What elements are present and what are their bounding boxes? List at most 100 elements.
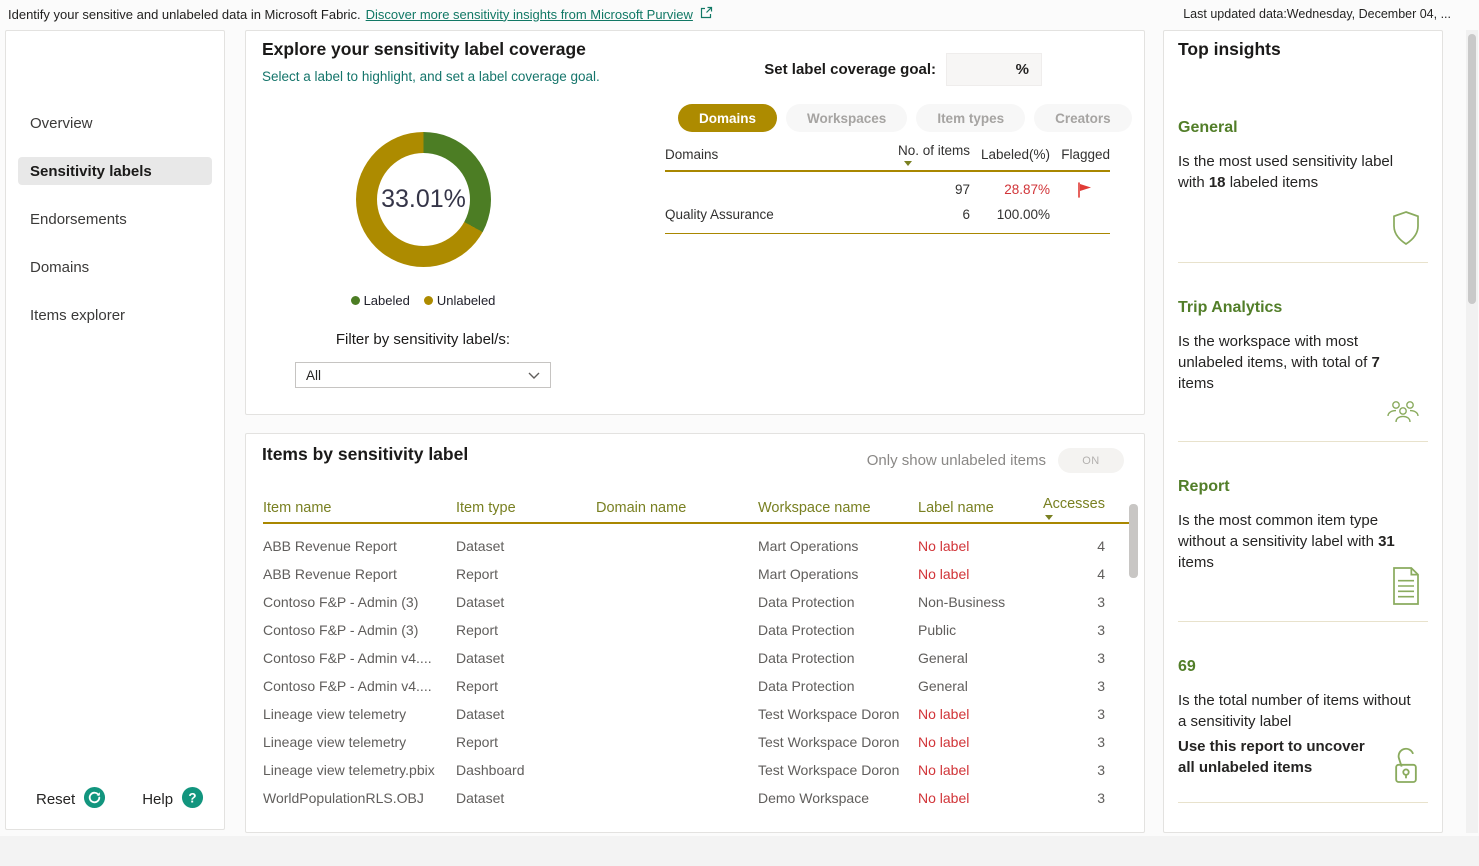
col-no-of-items[interactable]: No. of items [875,143,970,166]
sidebar-item-overview[interactable]: Overview [30,114,93,132]
tab-creators[interactable]: Creators [1034,104,1132,132]
item-type-cell: Dataset [456,594,505,610]
items-table-scrollbar[interactable] [1129,504,1138,578]
item-name-cell: ABB Revenue Report [263,566,397,582]
item-name-cell: Lineage view telemetry [263,734,407,750]
insight-general[interactable]: General Is the most used sensitivity lab… [1178,119,1428,263]
page-scrollbar-thumb[interactable] [1468,34,1476,304]
item-name-cell: Lineage view telemetry [263,706,407,722]
insight-unlabeled-total[interactable]: 69 Is the total number of items without … [1178,658,1428,803]
help-button[interactable]: Help ? [142,786,204,813]
label-name-cell: General [918,678,968,694]
insight-report[interactable]: Report Is the most common item type with… [1178,478,1428,622]
toggle-label: Only show unlabeled items [866,452,1046,469]
item-name-cell: Contoso F&P - Admin (3) [263,622,419,638]
insight-body: Is the most used sensitivity label with … [1178,153,1394,191]
insight-heading: Trip Analytics [1178,299,1283,316]
sidebar-item-endorsements[interactable]: Endorsements [30,210,127,228]
legend-unlabeled[interactable]: Unlabeled [423,293,495,308]
sidebar-item-items-explorer[interactable]: Items explorer [30,306,126,324]
accesses-cell: 3 [1097,762,1105,778]
goal-input-box[interactable]: % [946,53,1042,86]
insight-body: Is the most common item type without a s… [1178,512,1395,571]
domain-row[interactable]: 97 28.87% [665,177,1110,202]
accesses-cell: 4 [1097,566,1105,582]
col-labeled-pct[interactable]: Labeled(%) [980,147,1050,162]
sidebar-item-sensitivity-labels[interactable]: Sensitivity labels [18,157,212,185]
workspace-name-cell: Demo Workspace [758,790,870,806]
tab-domains[interactable]: Domains [678,104,778,132]
col-accesses[interactable]: Accesses [1043,496,1131,520]
item-type-cell: Report [456,622,499,638]
sidebar-footer: Reset Help ? [6,786,224,813]
items-count-cell: 97 [954,182,970,197]
col-label-name[interactable]: Label name [918,500,994,516]
item-row[interactable]: Contoso F&P - Admin v4.... Report Data P… [263,672,1131,700]
top-insights-panel: Top insights General Is the most used se… [1163,30,1443,833]
sidebar-item-domains[interactable]: Domains [30,258,90,276]
coverage-tabs: Domains Workspaces Item types Creators [678,104,1132,132]
workspace-name-cell: Test Workspace Doron [758,706,900,722]
item-type-cell: Dashboard [456,762,525,778]
item-row[interactable]: Lineage view telemetry Report Test Works… [263,728,1131,756]
item-row[interactable]: ABB Revenue Report Report Mart Operation… [263,560,1131,588]
unlabeled-toggle-row: Only show unlabeled items ON [867,448,1124,473]
domain-row[interactable]: Quality Assurance 6 100.00% [665,202,1110,227]
item-row[interactable]: ABB Revenue Report Dataset Mart Operatio… [263,532,1131,560]
bottom-strip [0,836,1479,866]
purview-link[interactable]: Discover more sensitivity insights from … [365,6,693,22]
insights-title: Top insights [1178,39,1281,59]
item-row[interactable]: WorldPopulationRLS.OBJ Dataset Demo Work… [263,784,1131,812]
item-row[interactable]: Lineage view telemetry Dataset Test Work… [263,700,1131,728]
col-domain-name[interactable]: Domain name [596,500,687,516]
reset-button[interactable]: Reset [36,786,106,813]
goal-input[interactable] [963,61,1014,78]
external-link-icon[interactable] [700,6,713,22]
col-item-type[interactable]: Item type [456,500,516,516]
items-table-header: Item name Item type Domain name Workspac… [263,496,1131,524]
col-flagged[interactable]: Flagged [1061,147,1110,162]
label-name-cell: General [918,650,968,666]
item-name-cell: WorldPopulationRLS.OBJ [263,790,424,806]
donut-center-label: 33.01% [381,185,466,213]
insight-trip-analytics[interactable]: Trip Analytics Is the workspace with mos… [1178,299,1428,442]
col-domains[interactable]: Domains [665,147,719,162]
top-message: Identify your sensitive and unlabeled da… [8,6,361,22]
coverage-title: Explore your sensitivity label coverage [262,39,586,59]
workspace-name-cell: Mart Operations [758,538,859,554]
item-row[interactable]: Lineage view telemetry.pbix Dashboard Te… [263,756,1131,784]
page-scrollbar[interactable] [1466,30,1478,833]
insight-heading: Report [1178,478,1230,495]
accesses-cell: 3 [1097,790,1105,806]
legend-labeled[interactable]: Labeled [350,293,410,308]
filter-label: Filter by sensitivity label/s: [335,331,511,348]
document-icon [1390,566,1422,611]
item-row[interactable]: Contoso F&P - Admin (3) Dataset Data Pro… [263,588,1131,616]
tab-workspaces[interactable]: Workspaces [786,104,908,132]
flag-icon [1078,181,1091,198]
workspace-name-cell: Mart Operations [758,566,859,582]
accesses-cell: 3 [1097,622,1105,638]
item-row[interactable]: Contoso F&P - Admin v4.... Dataset Data … [263,644,1131,672]
labeled-pct-cell: 100.00% [996,207,1050,222]
items-table: Item name Item type Domain name Workspac… [263,496,1131,812]
unlabeled-toggle[interactable]: ON [1058,448,1124,473]
accesses-cell: 3 [1097,594,1105,610]
items-table-body: ABB Revenue Report Dataset Mart Operatio… [263,524,1131,812]
coverage-donut-chart[interactable]: 33.01% [356,132,491,267]
tab-item-types[interactable]: Item types [916,104,1026,132]
insight-heading: General [1178,119,1238,136]
flag-cell [1050,181,1110,198]
label-name-cell: No label [918,790,970,806]
last-updated-text: Last updated data:Wednesday, December 04… [1183,7,1451,21]
col-workspace-name[interactable]: Workspace name [758,500,871,516]
sensitivity-filter-dropdown[interactable]: All [295,362,551,388]
domains-table-header: Domains No. of items Labeled(%) Flagged [665,143,1110,172]
items-title: Items by sensitivity label [262,444,469,464]
legend-labeled-dot [350,296,360,305]
col-item-name[interactable]: Item name [263,500,332,516]
sort-desc-icon [904,161,912,166]
label-name-cell: Non-Business [918,594,1006,610]
item-name-cell: Contoso F&P - Admin v4.... [263,678,432,694]
item-row[interactable]: Contoso F&P - Admin (3) Report Data Prot… [263,616,1131,644]
